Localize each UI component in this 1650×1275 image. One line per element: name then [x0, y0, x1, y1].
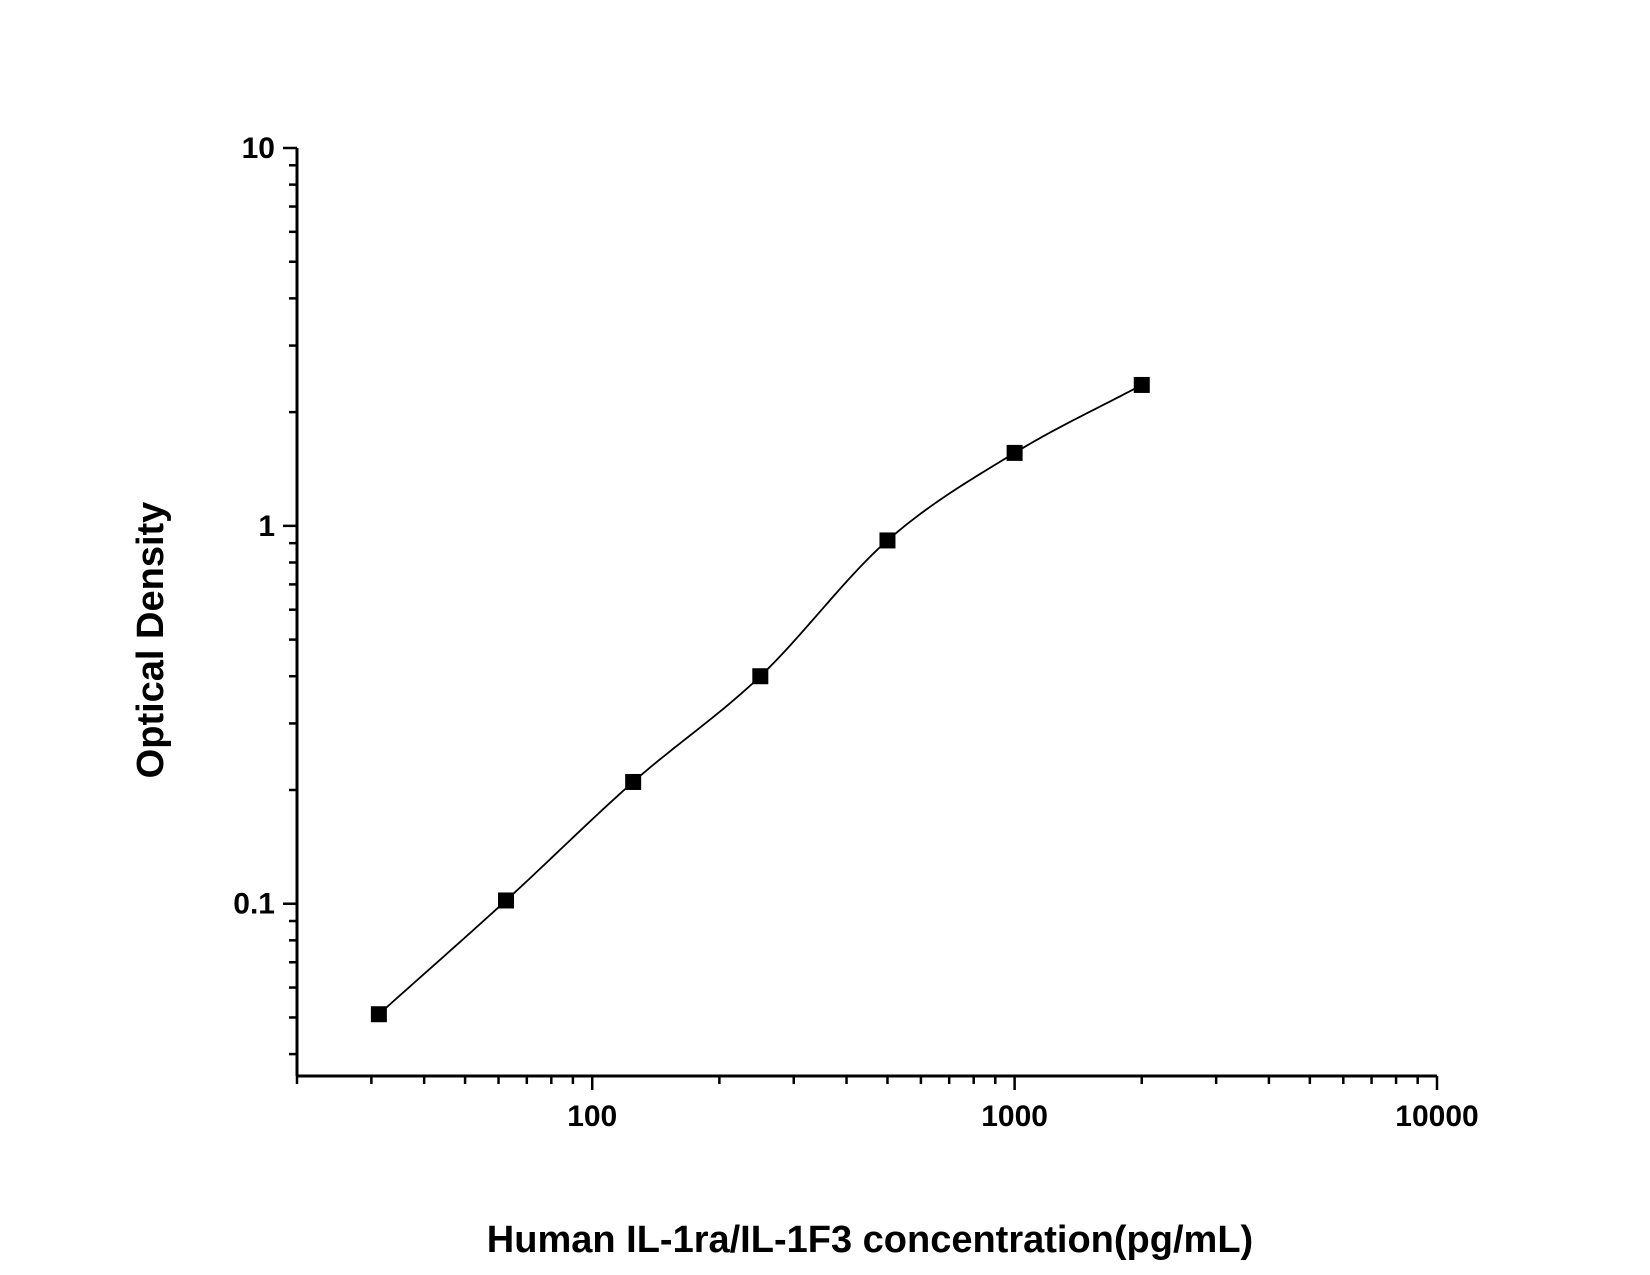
x-axis-ticks: 100 1000 10000	[295, 1076, 1479, 1133]
y-tick-label: 0.1	[233, 888, 275, 921]
x-tick-label: 1000	[981, 1100, 1048, 1133]
y-tick-label: 1	[258, 510, 275, 543]
y-axis-title: Optical Density	[130, 502, 172, 779]
fit-curve-layer	[378, 384, 1143, 1015]
y-axis-ticks: 0.1 1 10	[233, 132, 297, 1056]
data-point	[370, 1006, 387, 1023]
data-point	[1133, 376, 1150, 393]
axes	[295, 148, 1437, 1078]
x-axis-title: Human IL-1ra/IL-1F3 concentration(pg/mL)	[487, 1219, 1253, 1261]
data-point	[1006, 444, 1023, 461]
x-tick-label: 100	[567, 1100, 617, 1133]
data-points	[370, 376, 1150, 1023]
x-tick-label: 10000	[1395, 1100, 1478, 1133]
data-point	[498, 892, 515, 909]
data-point	[752, 668, 769, 685]
fit-curve	[378, 384, 1143, 1015]
y-tick-label: 10	[242, 132, 275, 165]
data-point	[879, 532, 896, 549]
data-point	[625, 773, 642, 790]
